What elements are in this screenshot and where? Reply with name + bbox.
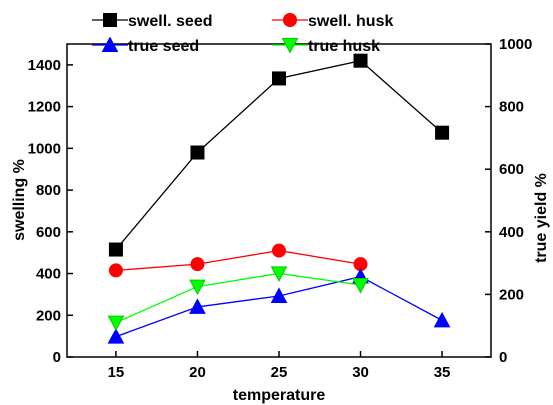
data-point bbox=[108, 316, 123, 330]
y-tick-label: 400 bbox=[36, 266, 61, 283]
legend-entry: true seed bbox=[92, 38, 199, 56]
data-point bbox=[109, 243, 122, 256]
data-point bbox=[273, 72, 286, 85]
y2-tick-label: 0 bbox=[499, 349, 507, 366]
x-tick-label: 25 bbox=[271, 364, 288, 381]
y2-tick-label: 400 bbox=[499, 224, 524, 241]
legend-entry: true husk bbox=[272, 38, 380, 55]
x-tick-label: 35 bbox=[434, 364, 451, 381]
data-point bbox=[436, 126, 449, 139]
y-tick-label: 1400 bbox=[28, 57, 61, 74]
x-tick-label: 15 bbox=[108, 364, 125, 381]
x-tick-label: 30 bbox=[352, 364, 369, 381]
legend-label: swell. husk bbox=[308, 13, 393, 30]
y-tick-label: 0 bbox=[53, 349, 61, 366]
series-swell-husk bbox=[109, 244, 367, 277]
series-line bbox=[116, 277, 442, 337]
legend: swell. seed swell. husk true seed true husk bbox=[92, 13, 393, 55]
series-layer bbox=[108, 54, 449, 343]
legend-label: swell. seed bbox=[128, 13, 213, 30]
plot-frame bbox=[67, 44, 491, 357]
data-point bbox=[435, 313, 450, 327]
data-point bbox=[353, 279, 368, 293]
series-line bbox=[116, 251, 361, 271]
y-axis-title: swelling % bbox=[11, 159, 28, 241]
y-tick-label: 600 bbox=[36, 224, 61, 241]
series-line bbox=[116, 273, 361, 322]
x-tick-label: 20 bbox=[189, 364, 206, 381]
legend-marker bbox=[284, 14, 297, 27]
y2-axis-title: true yield % bbox=[533, 173, 550, 263]
legend-entry: swell. seed bbox=[92, 13, 213, 30]
data-point bbox=[190, 280, 205, 294]
y-tick-label: 1000 bbox=[28, 140, 61, 157]
data-point bbox=[273, 244, 286, 257]
data-point bbox=[272, 288, 287, 302]
y-tick-label: 800 bbox=[36, 182, 61, 199]
series-line bbox=[116, 61, 442, 250]
y2-tick-label: 800 bbox=[499, 99, 524, 116]
legend-label: true seed bbox=[128, 38, 199, 55]
data-point bbox=[354, 54, 367, 67]
data-point bbox=[108, 329, 123, 343]
legend-marker bbox=[104, 14, 117, 27]
data-point bbox=[191, 146, 204, 159]
legend-label: true husk bbox=[308, 38, 380, 55]
x-axis-title: temperature bbox=[233, 387, 326, 404]
data-point bbox=[191, 258, 204, 271]
ticks-layer: 15 20 25 30 35 0 200 400 600 800 1000 1200 1400 0 200 4… bbox=[28, 36, 533, 381]
y-tick-label: 200 bbox=[36, 307, 61, 324]
legend-entry: swell. husk bbox=[272, 13, 393, 30]
y2-tick-label: 200 bbox=[499, 286, 524, 303]
y2-tick-label: 1000 bbox=[499, 36, 532, 53]
series-swell-seed bbox=[109, 54, 448, 256]
series-true-husk bbox=[108, 267, 368, 330]
data-point bbox=[109, 264, 122, 277]
y2-tick-label: 600 bbox=[499, 161, 524, 178]
y-tick-label: 1200 bbox=[28, 99, 61, 116]
